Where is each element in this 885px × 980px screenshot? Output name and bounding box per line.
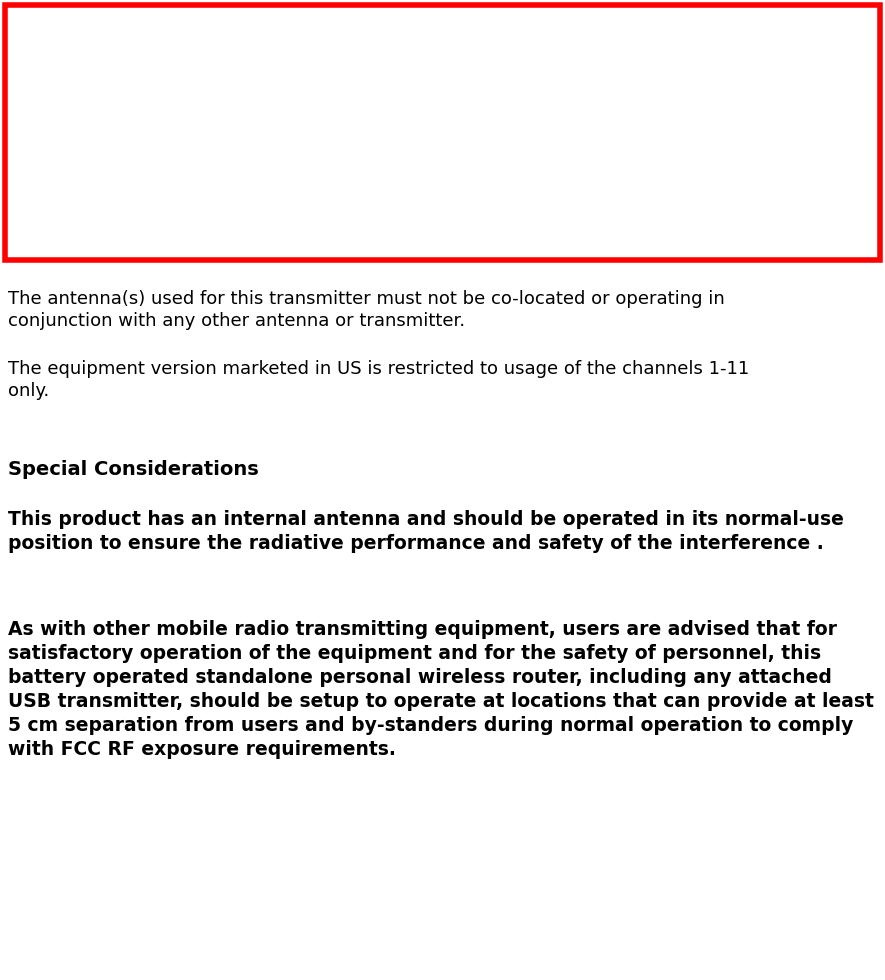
Text: position to ensure the radiative performance and safety of the interference .: position to ensure the radiative perform…	[8, 534, 824, 553]
Text: battery operated standalone personal wireless router, including any attached: battery operated standalone personal wir…	[8, 668, 832, 687]
Text: satisfactory operation of the equipment and for the safety of personnel, this: satisfactory operation of the equipment …	[8, 644, 821, 663]
Text: As with other mobile radio transmitting equipment, users are advised that for: As with other mobile radio transmitting …	[8, 620, 837, 639]
Text: with FCC RF exposure requirements.: with FCC RF exposure requirements.	[8, 740, 396, 759]
Text: only.: only.	[8, 382, 50, 400]
Text: USB transmitter, should be setup to operate at locations that can provide at lea: USB transmitter, should be setup to oper…	[8, 692, 873, 711]
Text: conjunction with any other antenna or transmitter.: conjunction with any other antenna or tr…	[8, 312, 466, 330]
Text: The antenna(s) used for this transmitter must not be co-located or operating in: The antenna(s) used for this transmitter…	[8, 290, 725, 308]
Bar	[5, 5, 880, 260]
Text: Special Considerations: Special Considerations	[8, 460, 258, 479]
Text: This product has an internal antenna and should be operated in its normal-use: This product has an internal antenna and…	[8, 510, 844, 529]
Text: 5 cm separation from users and by-standers during normal operation to comply: 5 cm separation from users and by-stande…	[8, 716, 853, 735]
Text: The equipment version marketed in US is restricted to usage of the channels 1-11: The equipment version marketed in US is …	[8, 360, 750, 378]
